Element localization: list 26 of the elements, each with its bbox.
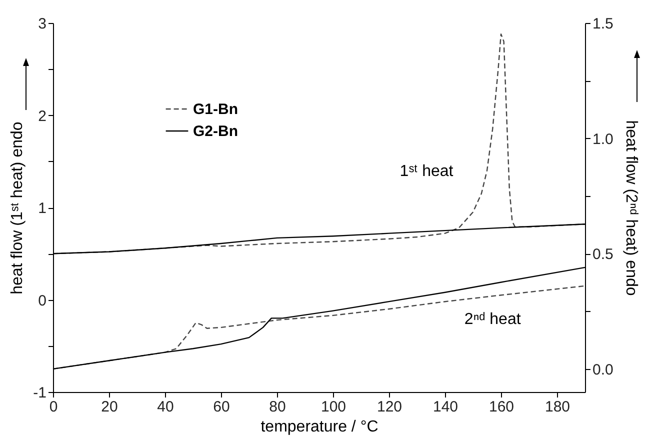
- x-tick-label: 80: [269, 398, 286, 416]
- y-tick-label: 3: [38, 16, 46, 32]
- x-tick-label: 160: [488, 398, 514, 416]
- y2-tick-label: 0.5: [592, 246, 614, 264]
- y-tick-label: 0: [38, 292, 46, 310]
- x-tick-label: 20: [101, 398, 118, 416]
- y2-tick-label: 1.5: [592, 16, 614, 32]
- legend-label: G2-Bn: [193, 123, 238, 140]
- y2-axis-title: heat flow (2ⁿᵈ heat) endo: [622, 120, 640, 296]
- legend-label: G1-Bn: [193, 101, 238, 118]
- y-tick-label: 1: [38, 200, 46, 217]
- x-tick-label: 0: [49, 398, 58, 416]
- x-tick-label: 100: [320, 398, 346, 416]
- x-tick-label: 40: [157, 398, 174, 416]
- y-axis-title: heat flow (1ˢᵗ heat) endo: [9, 122, 26, 294]
- y2-tick-label: 1.0: [592, 130, 614, 148]
- y-tick-label: -1: [33, 384, 46, 402]
- x-tick-label: 140: [432, 398, 458, 416]
- x-tick-label: 180: [544, 398, 570, 416]
- x-tick-label: 60: [213, 398, 230, 416]
- x-tick-label: 120: [376, 398, 402, 416]
- annotation: 2ⁿᵈ heat: [464, 311, 522, 328]
- annotation: 1ˢᵗ heat: [400, 163, 454, 180]
- y2-tick-label: 0.0: [592, 361, 614, 378]
- y-tick-label: 2: [38, 108, 46, 125]
- x-axis-title: temperature / °C: [260, 418, 378, 436]
